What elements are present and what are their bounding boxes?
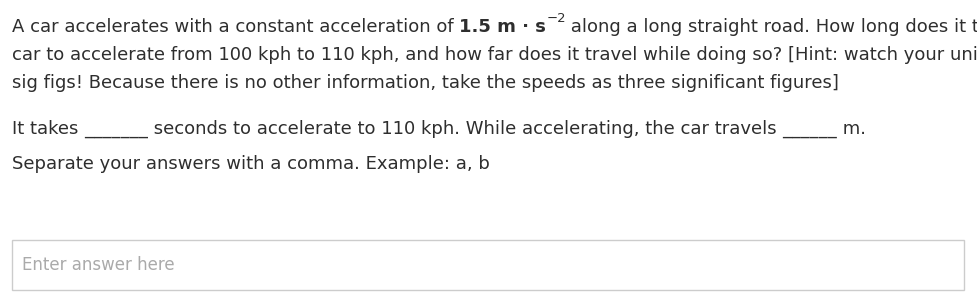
Text: seconds to accelerate to 110 kph. While accelerating, the car travels: seconds to accelerate to 110 kph. While …: [148, 120, 783, 138]
Text: 1.5 m · s: 1.5 m · s: [459, 18, 546, 36]
Text: m.: m.: [837, 120, 867, 138]
Text: sig figs! Because there is no other information, take the speeds as three signif: sig figs! Because there is no other info…: [12, 74, 839, 92]
Text: _______: _______: [84, 120, 148, 138]
Text: car to accelerate from 100 kph to 110 kph, and how far does it travel while doin: car to accelerate from 100 kph to 110 kp…: [12, 46, 977, 64]
Text: −2: −2: [546, 12, 566, 25]
Text: ______: ______: [783, 120, 837, 138]
Text: Enter answer here: Enter answer here: [22, 256, 175, 274]
Text: along a long straight road. How long does it take the: along a long straight road. How long doe…: [565, 18, 977, 36]
Text: It takes: It takes: [12, 120, 84, 138]
Text: A car accelerates with a constant acceleration of: A car accelerates with a constant accele…: [12, 18, 459, 36]
FancyBboxPatch shape: [12, 240, 964, 290]
Text: Separate your answers with a comma. Example: a, b: Separate your answers with a comma. Exam…: [12, 155, 489, 173]
